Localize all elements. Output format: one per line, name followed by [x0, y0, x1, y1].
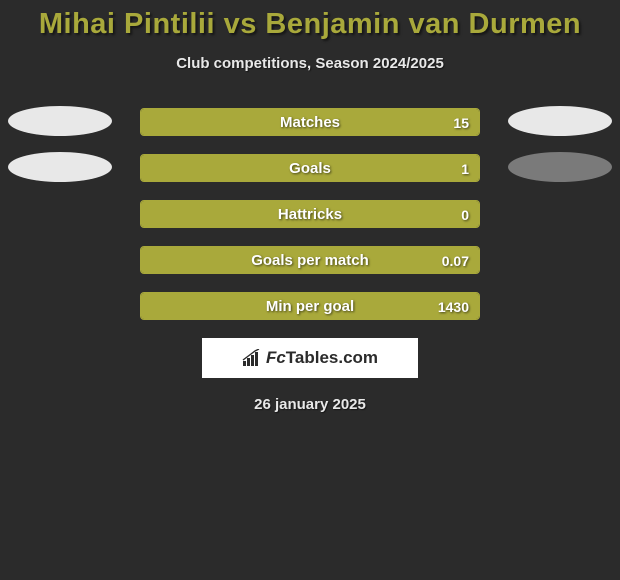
snapshot-date: 26 january 2025 — [0, 396, 620, 413]
stat-bar: Goals per match0.07 — [140, 246, 480, 274]
stat-row: Goals per match0.07 — [0, 246, 620, 276]
stats-comparison: Matches15 Goals1 Hattricks0 Goals per match… — [0, 108, 620, 322]
player-left-marker — [8, 106, 112, 136]
stat-bar: Matches15 — [140, 108, 480, 136]
bar-chart-icon — [242, 349, 262, 367]
stat-row: Hattricks0 — [0, 200, 620, 230]
stat-label: Goals per match — [141, 247, 479, 274]
stat-bar: Goals1 — [140, 154, 480, 182]
stat-label: Hattricks — [141, 201, 479, 228]
stat-bar: Hattricks0 — [140, 200, 480, 228]
stat-label: Matches — [141, 109, 479, 136]
page-title: Mihai Pintilii vs Benjamin van Durmen — [0, 8, 620, 41]
player-left-marker — [8, 152, 112, 182]
player-right-marker — [508, 152, 612, 182]
stat-value: 1 — [461, 155, 469, 182]
brand-logo[interactable]: FcTables.com — [202, 338, 418, 378]
stat-label: Goals — [141, 155, 479, 182]
brand-text: FcTables.com — [266, 348, 378, 368]
stat-value: 0 — [461, 201, 469, 228]
stat-value: 1430 — [438, 293, 469, 320]
stat-value: 15 — [453, 109, 469, 136]
stat-row: Matches15 — [0, 108, 620, 138]
stat-label: Min per goal — [141, 293, 479, 320]
stat-row: Min per goal1430 — [0, 292, 620, 322]
header: Mihai Pintilii vs Benjamin van Durmen Cl… — [0, 0, 620, 72]
stat-bar: Min per goal1430 — [140, 292, 480, 320]
player-right-marker — [508, 106, 612, 136]
stat-value: 0.07 — [442, 247, 469, 274]
page-subtitle: Club competitions, Season 2024/2025 — [0, 55, 620, 72]
stat-row: Goals1 — [0, 154, 620, 184]
